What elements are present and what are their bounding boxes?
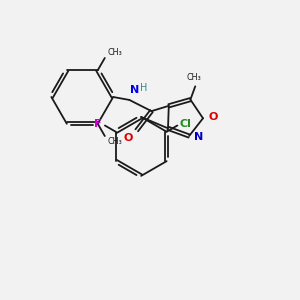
Text: Cl: Cl (180, 119, 192, 129)
Text: CH₃: CH₃ (186, 73, 201, 82)
Text: H: H (140, 83, 147, 94)
Text: N: N (194, 133, 203, 142)
Text: O: O (208, 112, 218, 122)
Text: O: O (124, 133, 133, 143)
Text: N: N (130, 85, 139, 94)
Text: CH₃: CH₃ (107, 47, 122, 56)
Text: F: F (94, 119, 102, 129)
Text: CH₃: CH₃ (107, 137, 122, 146)
